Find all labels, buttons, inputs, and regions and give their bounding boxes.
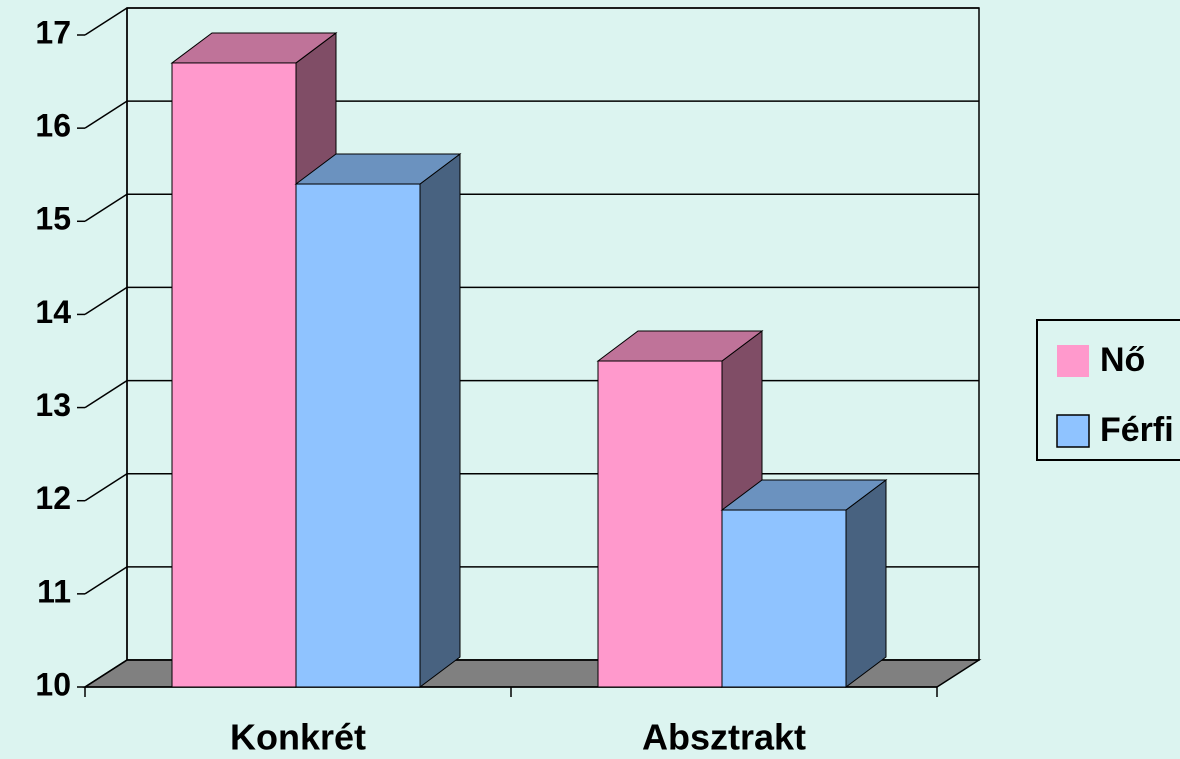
y-axis-depth [84,286,128,316]
y-tick-label: 17 [35,14,71,50]
y-axis-depth [84,379,128,409]
y-tick-label: 12 [35,480,71,516]
bar [721,509,847,688]
y-tick-label: 13 [35,387,71,423]
legend-swatch [1057,345,1089,377]
legend-label: Férfi [1100,411,1174,449]
x-tick-label: Konkrét [230,717,366,758]
bar [597,360,723,688]
legend-swatch [1056,414,1090,448]
y-axis-depth [84,566,128,595]
bar-side [845,479,887,688]
y-axis-depth [84,193,128,222]
legend-box [1036,319,1180,461]
y-axis-depth [84,473,128,502]
y-tick-label: 14 [35,294,71,330]
y-axis-depth [84,100,128,129]
bar-side [419,153,461,688]
y-tick-label: 16 [35,108,71,144]
y-tick-label: 11 [37,573,71,609]
y-tick-label: 15 [35,201,71,237]
bar [295,183,421,688]
y-axis-depth [84,7,128,36]
bar [171,62,297,688]
x-tick-label: Absztrakt [642,717,806,758]
y-axis-depth [84,659,128,688]
legend-label: Nő [1100,341,1145,379]
y-tick-label: 10 [35,666,71,702]
